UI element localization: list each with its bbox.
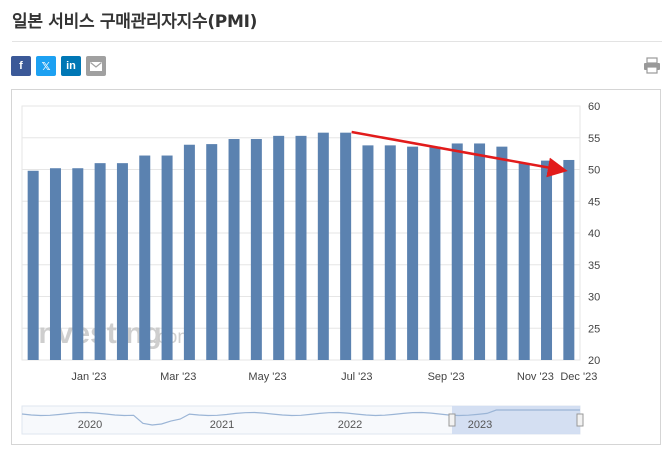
x-tick-label: Sep '23 bbox=[428, 371, 465, 383]
bar-19 bbox=[451, 143, 463, 360]
email-icon bbox=[90, 61, 102, 71]
y-tick-label: 55 bbox=[588, 133, 600, 145]
facebook-share-button[interactable]: f bbox=[11, 56, 31, 76]
email-share-button[interactable] bbox=[86, 56, 106, 76]
y-tick-label: 50 bbox=[588, 165, 600, 177]
linkedin-icon: in bbox=[66, 60, 76, 72]
y-tick-label: 25 bbox=[588, 323, 600, 335]
bar-14 bbox=[340, 132, 352, 360]
x-tick-label: Jul '23 bbox=[341, 371, 372, 383]
navigator-year-label: 2023 bbox=[468, 419, 492, 431]
navigator-selection bbox=[452, 406, 580, 434]
navigator-left-handle[interactable] bbox=[448, 413, 456, 427]
bar-13 bbox=[317, 132, 329, 360]
bar-23 bbox=[541, 160, 553, 360]
bar-1 bbox=[49, 168, 61, 360]
bar-8 bbox=[206, 144, 218, 360]
linkedin-share-button[interactable]: in bbox=[61, 56, 81, 76]
bar-21 bbox=[496, 146, 508, 360]
title-divider bbox=[12, 41, 662, 42]
navigator-year-label: 2021 bbox=[210, 419, 234, 431]
bar-11 bbox=[273, 135, 285, 360]
bar-5 bbox=[139, 155, 151, 360]
bar-7 bbox=[183, 144, 195, 360]
x-tick-label: Dec '23 bbox=[560, 371, 597, 383]
x-tick-label: May '23 bbox=[248, 371, 286, 383]
trend-arrow bbox=[351, 130, 568, 178]
y-tick-label: 20 bbox=[588, 355, 600, 367]
twitter-icon: 𝕏 bbox=[41, 60, 51, 73]
bar-24 bbox=[563, 159, 575, 360]
navigator-line bbox=[21, 409, 580, 426]
bar-17 bbox=[407, 146, 419, 360]
navigator-right-handle[interactable] bbox=[576, 413, 584, 427]
bar-18 bbox=[429, 146, 441, 360]
page-title: 일본 서비스 구매관리자지수(PMI) bbox=[12, 12, 258, 32]
x-tick-label: Jan '23 bbox=[71, 371, 106, 383]
bar-16 bbox=[384, 145, 396, 360]
y-tick-label: 45 bbox=[588, 196, 600, 208]
bar-12 bbox=[295, 135, 307, 360]
navigator-year-label: 2022 bbox=[338, 419, 362, 431]
x-tick-label: Nov '23 bbox=[517, 371, 554, 383]
y-tick-label: 30 bbox=[588, 292, 600, 304]
printer-icon[interactable] bbox=[643, 57, 661, 74]
bar-0 bbox=[27, 170, 39, 360]
bar-3 bbox=[94, 163, 106, 360]
bar-20 bbox=[474, 143, 486, 360]
bar-15 bbox=[362, 145, 374, 360]
bar-2 bbox=[72, 168, 84, 360]
twitter-share-button[interactable]: 𝕏 bbox=[36, 56, 56, 76]
x-tick-label: Mar '23 bbox=[160, 371, 196, 383]
y-tick-label: 60 bbox=[588, 101, 600, 113]
y-tick-label: 40 bbox=[588, 228, 600, 240]
bar-9 bbox=[228, 139, 240, 360]
bar-10 bbox=[250, 139, 262, 360]
bar-4 bbox=[116, 163, 128, 360]
bar-22 bbox=[518, 163, 530, 360]
share-bar: f 𝕏 in bbox=[11, 56, 106, 76]
y-tick-label: 35 bbox=[588, 260, 600, 272]
bar-6 bbox=[161, 155, 173, 360]
navigator-year-label: 2020 bbox=[78, 419, 102, 431]
facebook-icon: f bbox=[19, 60, 23, 72]
